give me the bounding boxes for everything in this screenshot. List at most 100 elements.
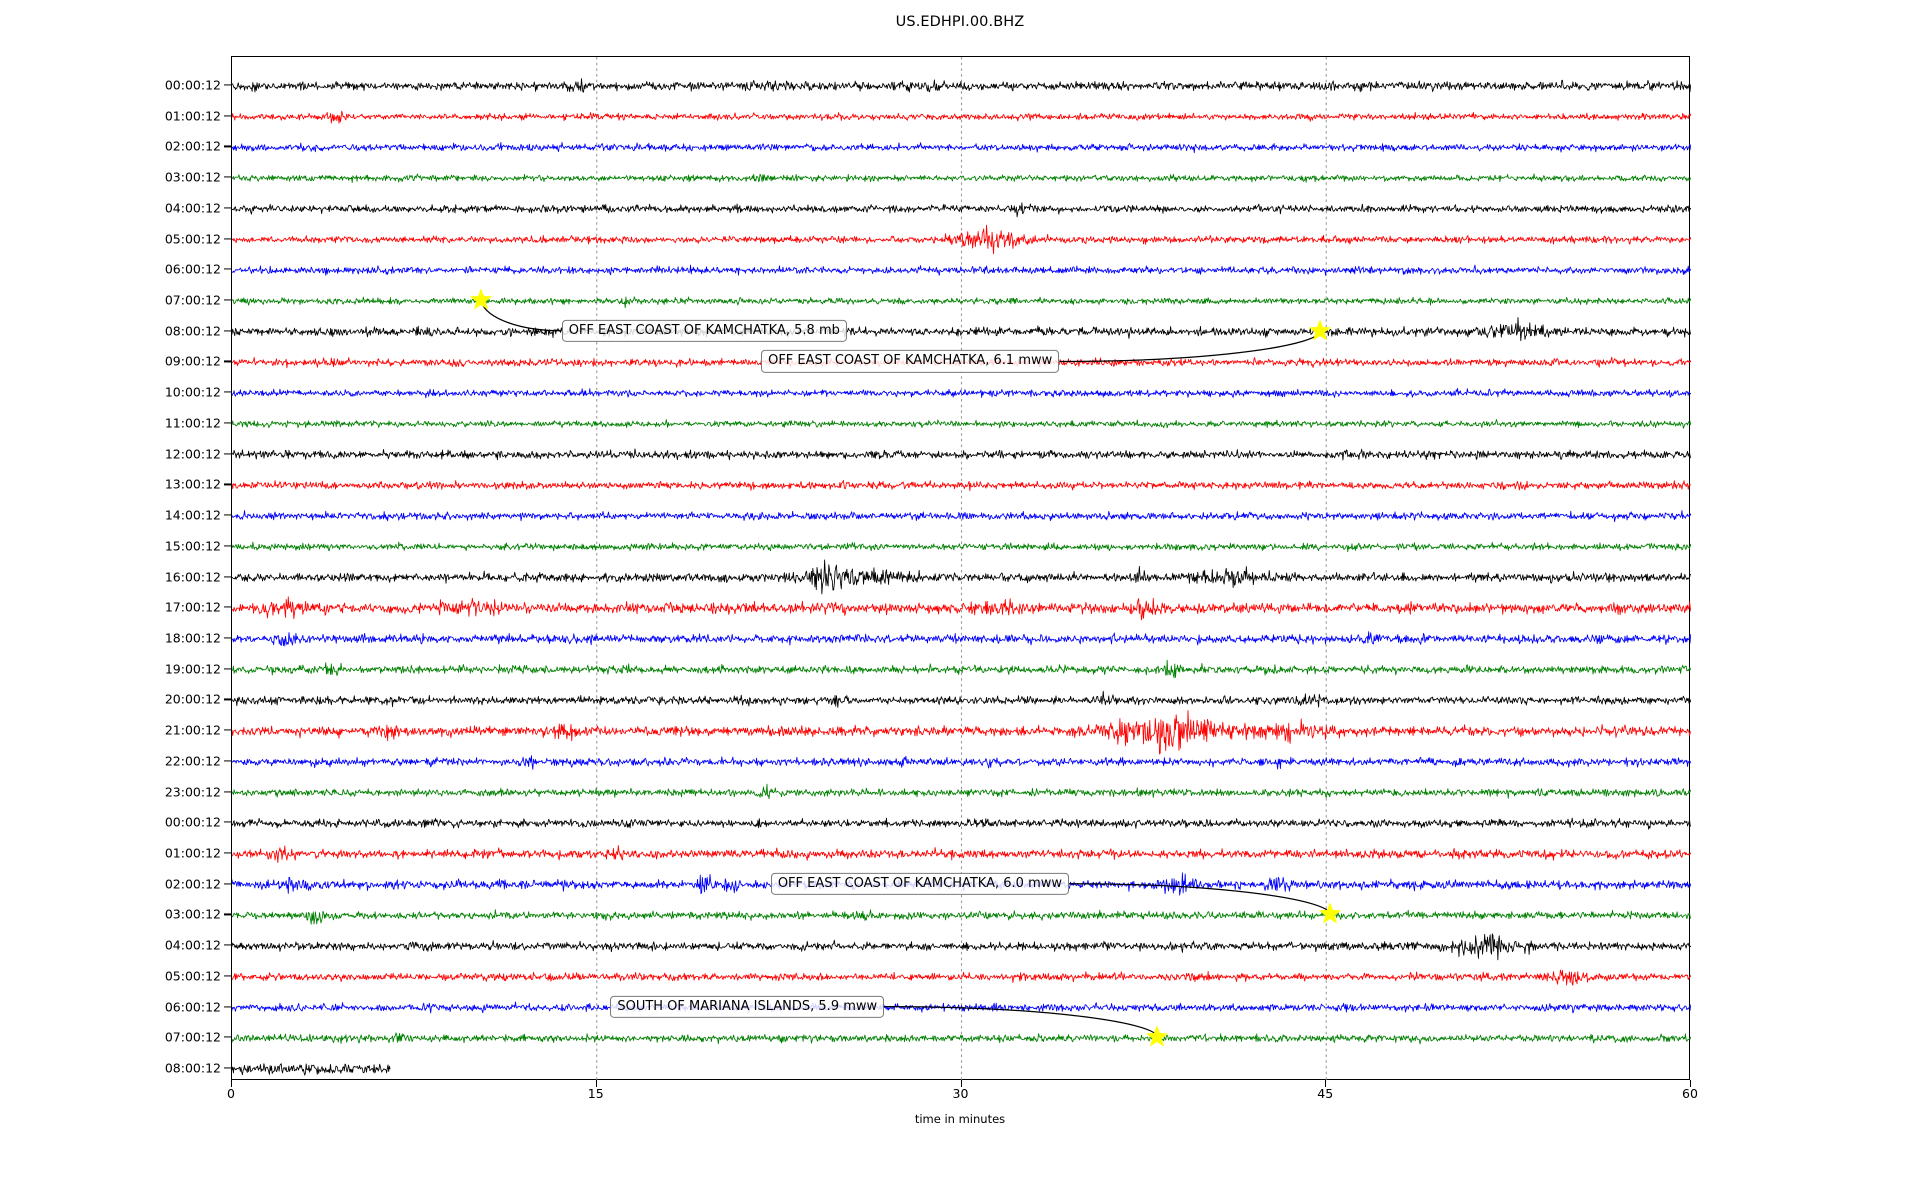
x-axis-tick-0 [231, 1080, 233, 1087]
trace-row-20 [232, 690, 1691, 708]
trace-row-5 [232, 224, 1691, 255]
x-axis-tick-2 [960, 1080, 962, 1087]
y-axis-label-15: 15:00:12 [164, 538, 221, 554]
trace-row-11 [232, 419, 1691, 429]
trace-row-25 [232, 845, 1691, 863]
x-axis-label-3: 45 [1317, 1086, 1334, 1101]
trace-row-8 [232, 317, 1691, 342]
y-axis-label-11: 11:00:12 [164, 415, 221, 431]
y-axis-tick-2 [224, 145, 231, 148]
trace-row-15 [232, 541, 1691, 553]
trace-row-1 [232, 110, 1691, 124]
y-axis-tick-20 [224, 698, 231, 700]
y-axis-tick-10 [224, 391, 231, 393]
y-axis-label-5: 05:00:12 [164, 231, 221, 247]
y-axis-label-12: 12:00:12 [164, 446, 221, 462]
y-axis-tick-3 [224, 176, 231, 178]
trace-row-27 [232, 909, 1691, 925]
trace-row-19 [232, 659, 1691, 679]
y-axis-tick-32 [224, 1067, 231, 1069]
annotation-kamchatka-60mww[interactable]: OFF EAST COAST OF KAMCHATKA, 6.0 mww [770, 872, 1069, 895]
y-axis-label-27: 03:00:12 [164, 906, 221, 922]
y-axis-tick-4 [224, 207, 231, 209]
y-axis-label-6: 06:00:12 [164, 261, 221, 277]
trace-row-17 [232, 596, 1691, 621]
y-axis-label-20: 20:00:12 [164, 691, 221, 707]
y-axis-label-10: 10:00:12 [164, 384, 221, 400]
x-axis-label-2: 30 [952, 1086, 969, 1101]
x-axis-title: time in minutes [914, 1112, 1006, 1126]
y-axis-label-22: 22:00:12 [164, 753, 221, 769]
y-axis-tick-31 [224, 1036, 231, 1038]
y-axis-label-1: 01:00:12 [164, 108, 221, 124]
trace-row-4 [232, 202, 1691, 218]
y-axis-tick-0 [224, 84, 231, 86]
y-axis-tick-22 [224, 760, 231, 762]
y-axis-tick-15 [224, 545, 231, 547]
y-axis-tick-27 [224, 913, 231, 916]
y-axis-label-4: 04:00:12 [164, 200, 221, 216]
trace-row-18 [232, 631, 1691, 647]
y-axis-label-29: 05:00:12 [164, 968, 221, 984]
y-axis-label-2: 02:00:12 [164, 138, 221, 154]
y-axis-label-24: 00:00:12 [164, 814, 221, 830]
x-axis-label-1: 15 [587, 1086, 604, 1101]
y-axis-tick-16 [224, 575, 231, 578]
y-axis-label-26: 02:00:12 [164, 876, 221, 892]
trace-row-16 [232, 559, 1691, 595]
y-axis-label-21: 21:00:12 [164, 722, 221, 738]
y-axis-label-14: 14:00:12 [164, 507, 221, 523]
y-axis-tick-29 [224, 975, 231, 977]
x-axis-tick-1 [595, 1080, 597, 1087]
trace-row-3 [232, 173, 1691, 184]
y-axis-label-25: 01:00:12 [164, 845, 221, 861]
y-axis-label-23: 23:00:12 [164, 784, 221, 800]
trace-row-13 [232, 479, 1691, 492]
y-axis-tick-17 [224, 606, 231, 608]
y-axis-label-28: 04:00:12 [164, 937, 221, 953]
trace-row-6 [232, 264, 1691, 276]
y-axis-tick-18 [224, 637, 231, 639]
trace-row-12 [232, 448, 1691, 461]
annotation-kamchatka-58mb[interactable]: OFF EAST COAST OF KAMCHATKA, 5.8 mb [561, 319, 847, 342]
y-axis-tick-21 [224, 729, 231, 731]
x-axis-label-4: 60 [1682, 1086, 1698, 1101]
y-axis-label-16: 16:00:12 [164, 569, 221, 585]
y-axis-label-3: 03:00:12 [164, 169, 221, 185]
trace-row-10 [232, 387, 1691, 399]
y-axis-tick-1 [224, 115, 231, 117]
y-axis-tick-25 [224, 852, 231, 854]
y-axis-label-9: 09:00:12 [164, 353, 221, 369]
trace-row-2 [232, 141, 1691, 154]
plot-area [231, 56, 1691, 1081]
y-axis-label-31: 07:00:12 [164, 1029, 221, 1045]
trace-row-21 [232, 710, 1691, 755]
y-axis-tick-8 [224, 330, 231, 332]
y-axis-tick-7 [224, 299, 231, 301]
y-axis-tick-14 [224, 514, 231, 516]
trace-canvas [232, 57, 1691, 1081]
annotation-mariana-59mww[interactable]: SOUTH OF MARIANA ISLANDS, 5.9 mww [610, 995, 885, 1018]
y-axis-tick-6 [224, 268, 231, 270]
y-axis-tick-11 [224, 422, 231, 424]
x-axis-tick-3 [1325, 1080, 1327, 1087]
y-axis-label-17: 17:00:12 [164, 599, 221, 615]
y-axis-label-0: 00:00:12 [164, 77, 221, 93]
trace-row-23 [232, 783, 1691, 800]
x-axis-label-0: 0 [227, 1086, 235, 1101]
y-axis-tick-24 [224, 821, 231, 823]
y-axis-tick-12 [224, 453, 231, 455]
y-axis-label-19: 19:00:12 [164, 661, 221, 677]
trace-row-30 [232, 1001, 1691, 1014]
trace-row-0 [232, 78, 1691, 93]
y-axis-label-32: 08:00:12 [164, 1060, 221, 1076]
y-axis-label-7: 07:00:12 [164, 292, 221, 308]
annotation-kamchatka-61mww[interactable]: OFF EAST COAST OF KAMCHATKA, 6.1 mww [761, 350, 1060, 373]
y-axis-label-18: 18:00:12 [164, 630, 221, 646]
y-axis-label-8: 08:00:12 [164, 323, 221, 339]
y-axis-tick-5 [224, 238, 231, 240]
y-axis-label-30: 06:00:12 [164, 999, 221, 1015]
y-axis-tick-23 [224, 790, 231, 793]
trace-row-32 [232, 1063, 391, 1076]
